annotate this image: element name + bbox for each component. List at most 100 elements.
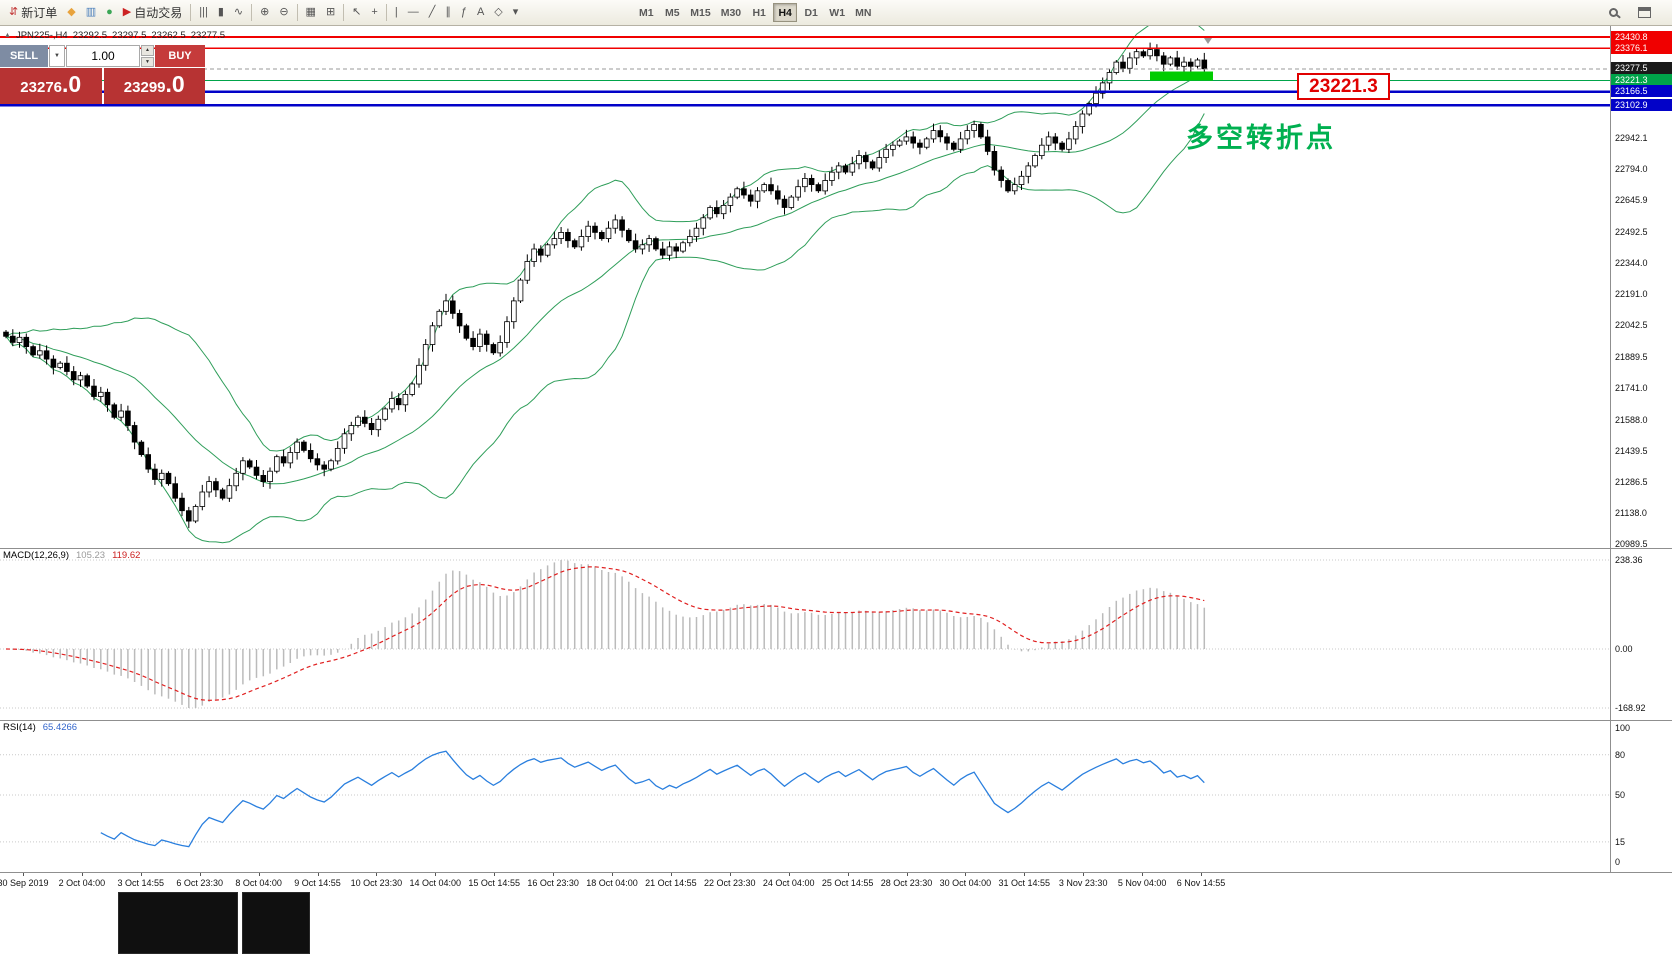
time-axis-label: 18 Oct 04:00 — [586, 878, 638, 888]
charts-window-button[interactable]: ▥ — [81, 2, 101, 24]
auto-trading-icon: ▶ — [122, 6, 132, 18]
trendline-icon: ╱ — [428, 6, 436, 18]
price-axis-label: 22645.9 — [1615, 195, 1648, 205]
crosshair-icon: + — [371, 6, 378, 18]
search-icon — [1609, 8, 1618, 17]
price-tag-23277.5: 23277.5 — [1611, 62, 1672, 75]
price-axis-label: 22794.0 — [1615, 164, 1648, 175]
price-axis-label: 22344.0 — [1615, 257, 1648, 268]
timeframe-m15-button[interactable]: M15 — [690, 6, 711, 19]
panel-separator[interactable] — [0, 720, 1672, 721]
zoom-in-button[interactable]: ⊕ — [255, 2, 274, 24]
price-axis-label: 21439.5 — [1615, 445, 1648, 456]
bar-chart-type-button[interactable]: ||| — [194, 2, 213, 24]
timeframe-m5-button[interactable]: M5 — [664, 6, 680, 19]
price-tag-23166.5: 23166.5 — [1611, 85, 1672, 98]
volume-stepper: ▲ ▼ — [141, 45, 154, 67]
chart-shift-marker[interactable] — [1204, 38, 1212, 44]
time-axis-label: 30 Oct 04:00 — [939, 878, 992, 888]
time-axis-label: 10 Oct 23:30 — [350, 878, 403, 888]
line-chart-type-button[interactable]: ∿ — [229, 2, 248, 24]
rsi-value: 65.4266 — [42, 722, 78, 733]
channel-icon: ∥ — [445, 6, 451, 18]
collapse-icon[interactable]: ▲ — [4, 32, 11, 39]
timeframe-h1-button[interactable]: H1 — [752, 6, 766, 19]
volume-input[interactable]: 1.00 — [66, 45, 140, 67]
bottom-strip — [0, 892, 1672, 954]
news-calendar-button[interactable]: ● — [101, 2, 118, 24]
timeframe-m1-button[interactable]: M1 — [638, 6, 654, 19]
price-callout[interactable]: 23221.3 — [1297, 73, 1390, 100]
time-tick — [788, 873, 790, 876]
buy-price-button[interactable]: 23299.0 — [103, 68, 205, 104]
new-order-button[interactable]: ⇵ 新订单 — [4, 2, 62, 24]
panel-separator[interactable] — [0, 548, 1672, 549]
toolbar-separator — [190, 4, 192, 21]
time-axis[interactable]: 30 Sep 2019 2 Oct 04:00 3 Oct 14:55 6 Oct 2… — [0, 872, 1672, 892]
shapes-button[interactable]: ◇ — [489, 2, 507, 24]
cursor-button[interactable]: ↖ — [347, 2, 366, 24]
timeframe-d1-button[interactable]: D1 — [804, 6, 818, 19]
horizontal-line-icon: — — [407, 6, 419, 18]
sell-button[interactable]: SELL — [0, 45, 48, 67]
trendline-button[interactable]: ╱ — [424, 2, 441, 24]
objects-dropdown[interactable]: ▾ — [508, 2, 524, 24]
price-axis-label: 21588.0 — [1615, 414, 1648, 425]
window-layout-button[interactable] — [1633, 2, 1656, 24]
volume-dropdown[interactable]: ▼ — [49, 45, 65, 67]
rsi-line — [100, 750, 1205, 848]
main-chart-plot[interactable] — [0, 26, 1610, 548]
price-axis-border — [1610, 26, 1611, 892]
highlight-bar[interactable] — [1150, 71, 1213, 81]
time-tick — [729, 873, 731, 876]
rsi-axis-label: 15 — [1615, 836, 1626, 847]
timeframe-mn-button[interactable]: MN — [855, 6, 872, 19]
turning-point-label[interactable]: 多空转折点 — [1186, 123, 1336, 153]
line-chart-type-icon: ∿ — [233, 6, 244, 18]
sell-price-button[interactable]: 23276.0 — [0, 68, 102, 104]
volume-down-button[interactable]: ▼ — [141, 56, 154, 67]
crosshair-button[interactable]: + — [366, 2, 382, 24]
zoom-out-button[interactable]: ⊖ — [274, 2, 293, 24]
bollinger-upper-band — [5, 26, 1205, 452]
time-axis-label: 31 Oct 14:55 — [998, 878, 1051, 888]
horizontal-line-button[interactable]: — — [403, 2, 424, 24]
price-tag-23376.1: 23376.1 — [1611, 41, 1672, 54]
macd-panel-plot[interactable] — [0, 548, 1610, 720]
time-axis-label: 14 Oct 04:00 — [409, 878, 462, 888]
mql5-market-button[interactable]: ◆ — [62, 2, 80, 24]
bar-chart-type-icon: ||| — [199, 6, 208, 18]
price-axis-label: 22942.1 — [1615, 133, 1648, 144]
timeframe-w1-button[interactable]: W1 — [829, 6, 846, 19]
buy-price-main: 23299 — [123, 79, 166, 96]
volume-up-button[interactable]: ▲ — [141, 45, 154, 56]
taskbar-thumbnail-2[interactable] — [242, 892, 310, 954]
time-tick — [258, 873, 260, 876]
time-axis-label: 6 Oct 23:30 — [176, 878, 223, 888]
fibonacci-button[interactable]: ƒ — [456, 2, 472, 24]
vertical-line-button[interactable]: | — [390, 2, 403, 24]
candles — [3, 42, 1208, 529]
auto-trading-button[interactable]: ▶ 自动交易 — [118, 2, 187, 24]
toolbar-separator — [296, 4, 298, 21]
new-chart-button[interactable]: ⊞ — [321, 2, 340, 24]
chart-window: 22942.1 22794.0 22645.9 22492.5 22344.0 22191… — [0, 26, 1672, 892]
time-tick — [23, 873, 24, 876]
timeframe-m30-button[interactable]: M30 — [720, 6, 742, 19]
tile-windows-button[interactable]: ▦ — [301, 2, 321, 24]
time-tick — [553, 873, 555, 876]
time-tick — [1024, 873, 1026, 876]
chevron-down-icon: ▼ — [54, 53, 60, 59]
buy-button[interactable]: BUY — [155, 45, 205, 67]
time-tick — [965, 873, 967, 876]
search-symbol-button[interactable] — [1604, 2, 1623, 24]
channel-button[interactable]: ∥ — [440, 2, 456, 24]
candlestick-chart-type-button[interactable]: ▮ — [213, 2, 229, 24]
toolbar: ⇵ 新订单 ◆ ▥ ● ▶ 自动交易 ||| ▮ ∿ ⊕ ⊖ ▦ ⊞ ↖ + | — ╱ ∥ ƒ A ◇ ▾ M1 M5 M15 M… — [0, 0, 1672, 26]
text-button[interactable]: A — [472, 2, 489, 24]
bollinger-middle-band — [5, 71, 1205, 485]
taskbar-thumbnail-1[interactable] — [118, 892, 238, 954]
rsi-panel-plot[interactable] — [0, 720, 1610, 872]
macd-name: MACD(12,26,9) — [3, 550, 69, 561]
timeframe-h4-button[interactable]: H4 — [773, 3, 798, 22]
